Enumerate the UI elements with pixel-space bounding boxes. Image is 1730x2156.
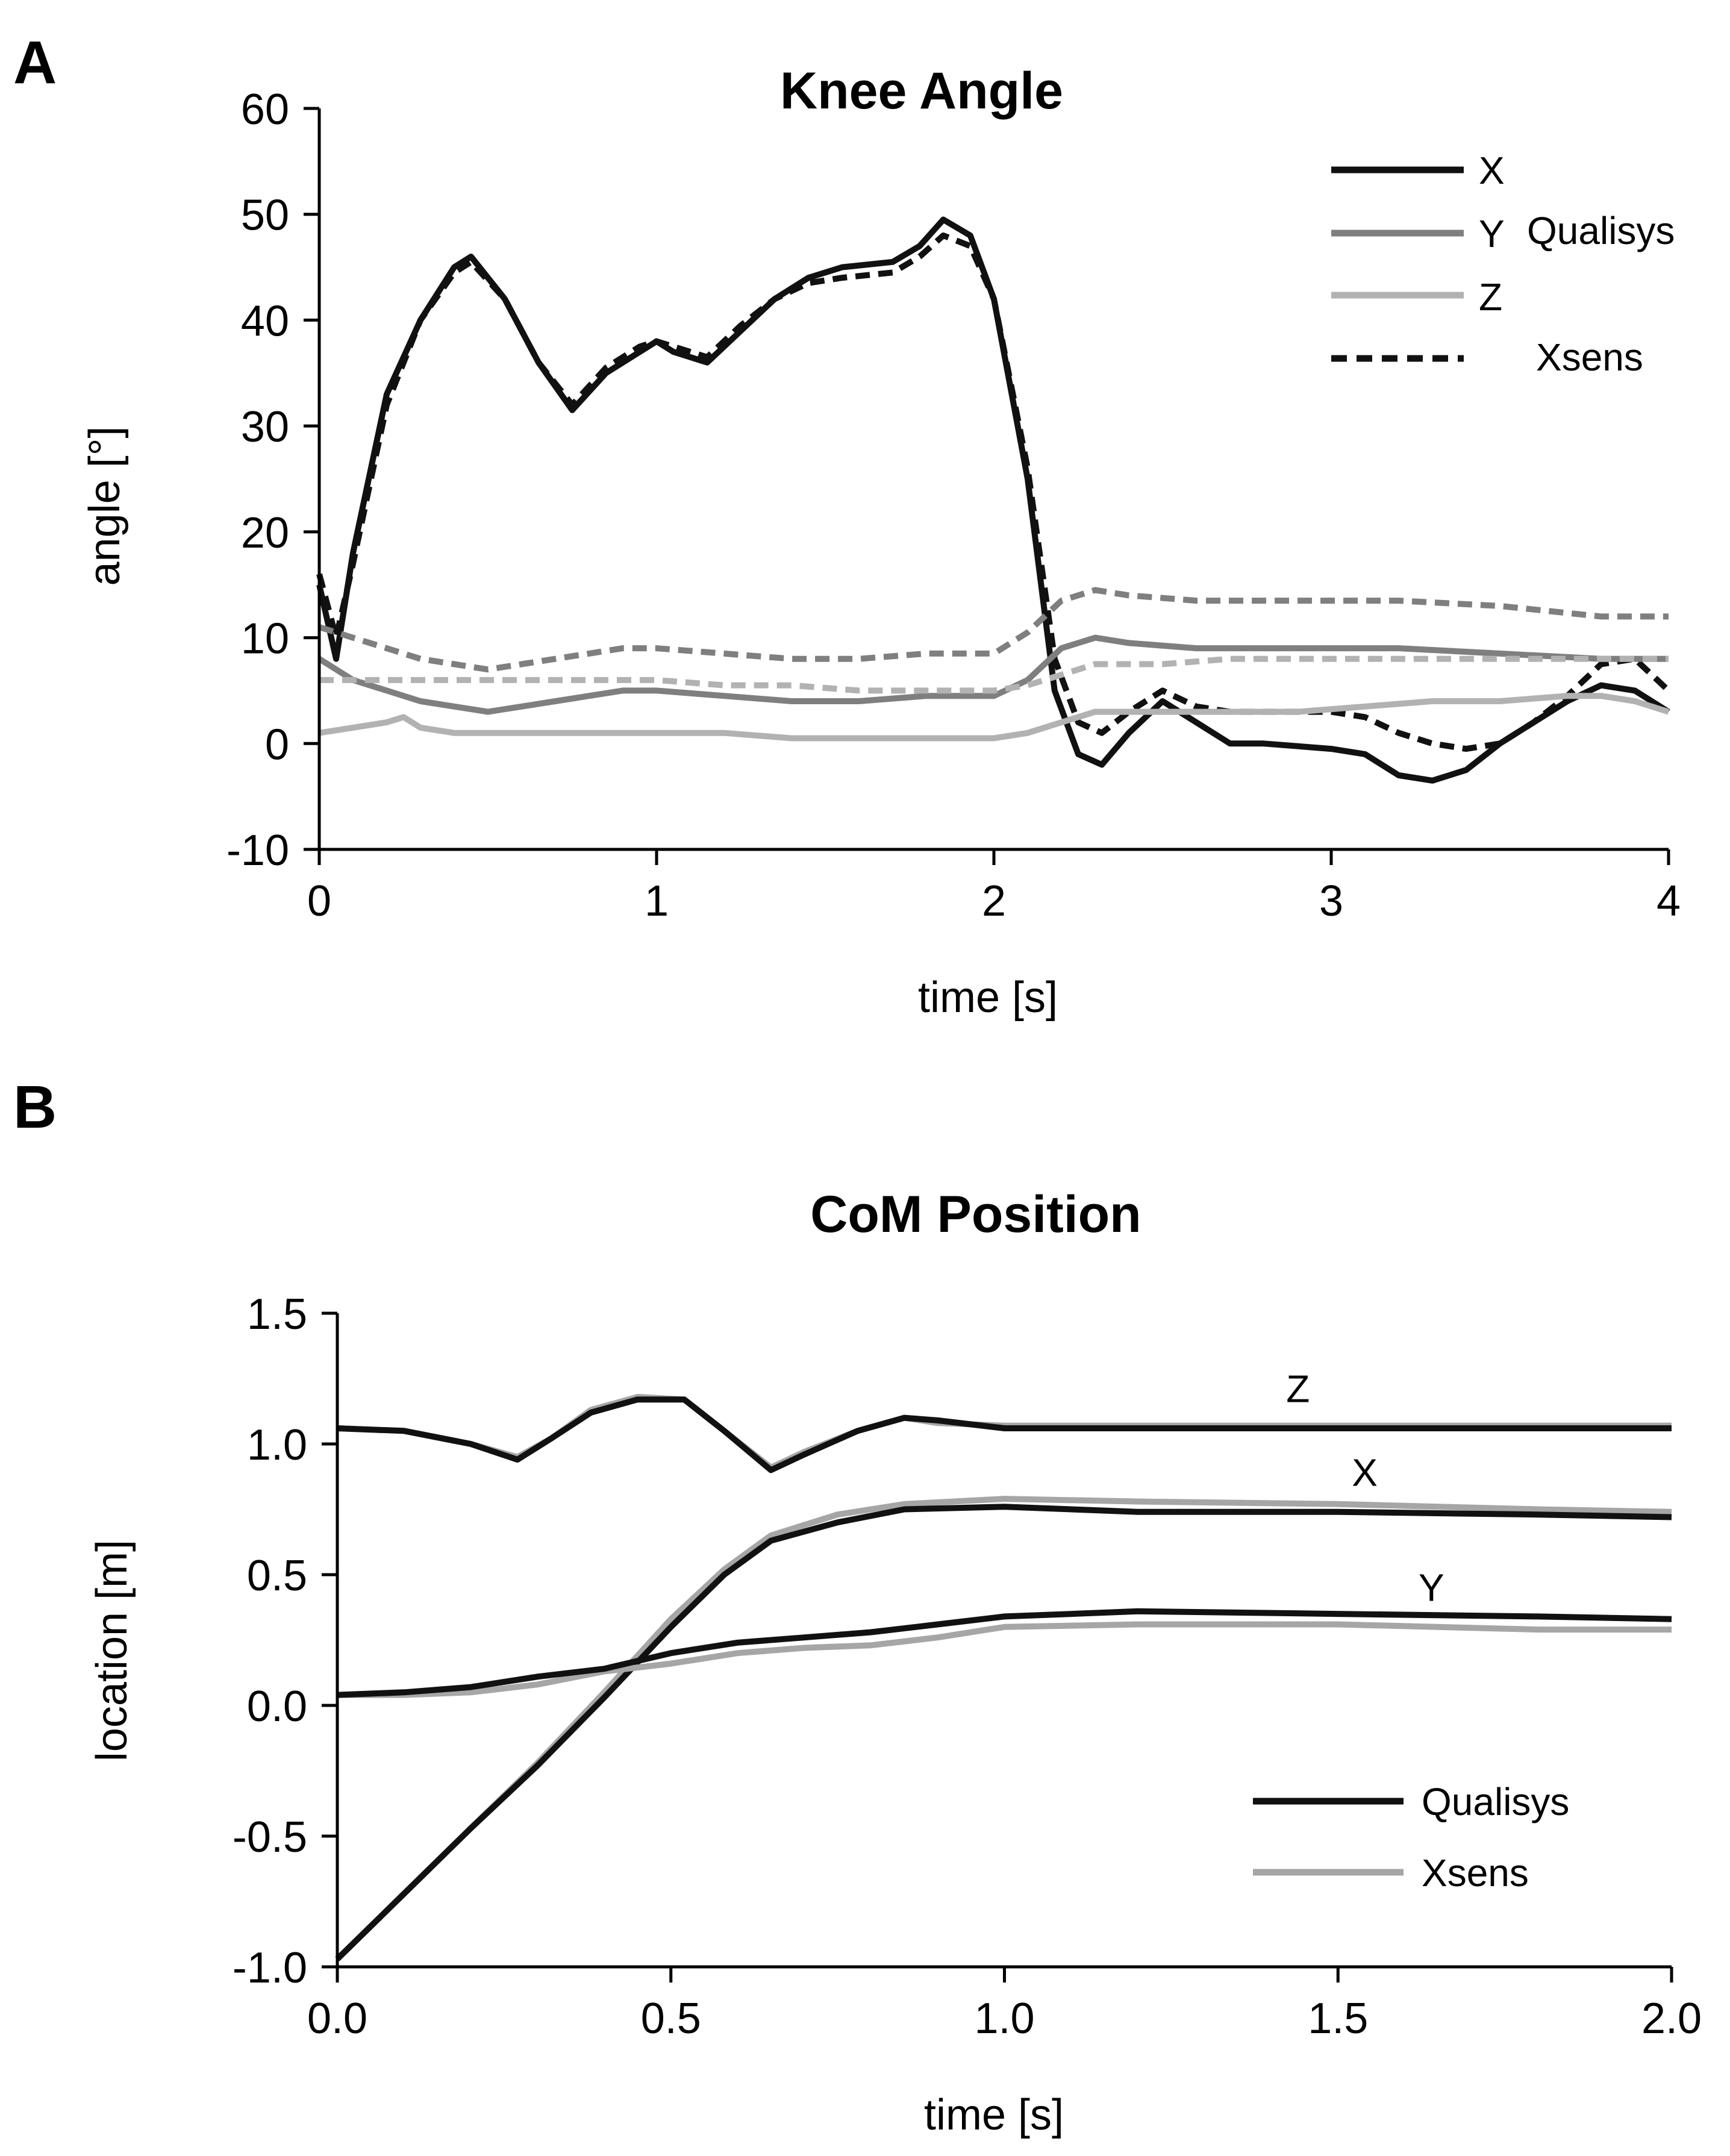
com-position-legend: Qualisys Xsens: [1253, 1780, 1569, 1895]
legend-qualisys-group-label: Qualisys: [1527, 209, 1675, 252]
series-label-x: X: [1352, 1451, 1378, 1494]
knee-angle-y-ticks: -10 0 10 20 30 40 50 60: [226, 86, 319, 875]
x-tick-label: 3: [1319, 877, 1343, 925]
knee-angle-series: [316, 216, 1671, 784]
knee-angle-legend: X Y Qualisys Z Xsens: [1331, 149, 1675, 379]
knee-angle-y-axis-label: angle [°]: [81, 427, 129, 586]
series-x-xsens: [316, 232, 1671, 752]
series-z-xsens: [337, 1393, 1672, 1471]
x-tick-label: 1.0: [974, 1995, 1034, 2043]
legend-qualisys-label: Qualisys: [1422, 1780, 1569, 1823]
com-position-y-ticks: -1.0 -0.5 0.0 0.5 1.0 1.5: [233, 1290, 337, 1992]
legend-x-label: X: [1479, 149, 1505, 192]
panel-a-letter: A: [13, 29, 57, 96]
series-y-xsens: [337, 1621, 1672, 1698]
panel-a: A Knee Angle -10 0 10 20 30 40 50 60 0 1 2 3 4 time…: [13, 29, 1681, 1022]
y-tick-label: 0.0: [247, 1683, 307, 1731]
x-tick-label: 2: [982, 877, 1006, 925]
series-y-qualisys: [337, 1608, 1672, 1698]
y-tick-label: 1.5: [247, 1290, 307, 1339]
x-tick-label: 0: [307, 877, 331, 925]
y-tick-label: 60: [241, 86, 289, 134]
y-tick-label: 40: [241, 297, 289, 345]
legend-xsens-label: Xsens: [1536, 336, 1643, 379]
series-z-qualisys: [319, 693, 1670, 742]
com-position-x-axis-label: time [s]: [924, 2091, 1064, 2139]
y-tick-label: 50: [241, 192, 289, 240]
legend-z-label: Z: [1479, 275, 1502, 319]
x-tick-label: 0.0: [307, 1995, 367, 2043]
x-tick-label: 2.0: [1641, 1995, 1702, 2043]
y-tick-label: -1.0: [233, 1944, 307, 1992]
y-tick-label: -10: [226, 826, 289, 875]
y-tick-label: 0.5: [247, 1552, 307, 1600]
com-position-x-ticks: 0.0 0.5 1.0 1.5 2.0: [307, 1967, 1702, 2043]
com-position-series-labels: ZX Y: [1286, 1367, 1444, 1610]
series-label-y: Y: [1419, 1566, 1444, 1609]
series-y-qualisys: [317, 634, 1669, 715]
y-tick-label: 30: [241, 403, 289, 451]
com-position-title: CoM Position: [810, 1186, 1141, 1243]
series-z-qualisys: [337, 1396, 1672, 1473]
x-tick-label: 4: [1657, 877, 1681, 925]
legend-xsens-label-b: Xsens: [1422, 1851, 1529, 1895]
y-tick-label: 10: [241, 615, 289, 663]
panel-b-letter: B: [13, 1073, 57, 1141]
x-tick-label: 1: [645, 877, 669, 925]
series-label-z: Z: [1286, 1367, 1310, 1411]
knee-angle-x-axis-label: time [s]: [918, 973, 1058, 1022]
knee-angle-title: Knee Angle: [780, 62, 1063, 120]
com-position-y-axis-label: location [m]: [88, 1540, 136, 1761]
y-tick-label: 20: [241, 509, 289, 557]
x-tick-label: 1.5: [1308, 1995, 1368, 2043]
y-tick-label: -0.5: [233, 1813, 307, 1861]
series-z-xsens: [319, 655, 1669, 694]
panel-b: B CoM Position -1.0-0.50.00.51.01.5 0.0 0…: [13, 1073, 1702, 2139]
series-y-xsens: [318, 587, 1669, 673]
y-tick-label: 0: [265, 720, 289, 769]
series-x-qualisys: [335, 1504, 1672, 1961]
knee-angle-x-ticks: 0 1 2 3 4: [307, 849, 1681, 925]
y-tick-label: 1.0: [247, 1421, 307, 1469]
com-position-series: [335, 1393, 1672, 1961]
x-tick-label: 0.5: [641, 1995, 701, 2043]
legend-y-label: Y: [1479, 212, 1505, 255]
